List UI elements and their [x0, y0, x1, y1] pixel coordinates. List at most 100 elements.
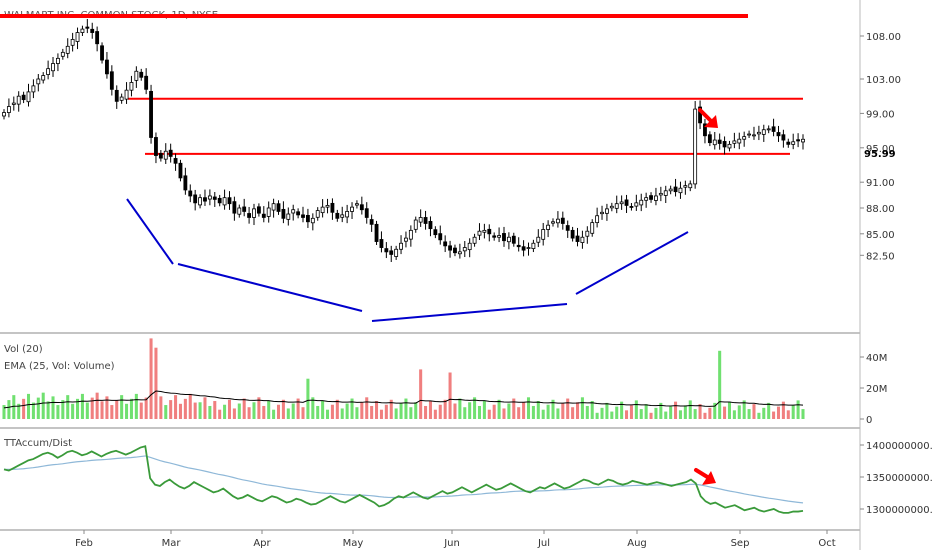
candle-body	[163, 150, 168, 160]
volume-bar	[492, 404, 496, 419]
volume-legend: Vol (20)	[4, 344, 43, 355]
candle-body	[560, 217, 565, 224]
volume-bar	[634, 400, 638, 419]
trend-line-descending-floor	[177, 263, 363, 312]
candle-body	[408, 229, 413, 240]
candle-body	[36, 78, 41, 85]
down-arrow-icon-lower	[694, 468, 711, 480]
candle-body	[335, 212, 340, 219]
volume-bar	[458, 398, 462, 419]
volume-bar	[796, 400, 800, 419]
time-axis-label: Jun	[443, 538, 460, 549]
candle-body	[51, 63, 55, 72]
candle-body	[41, 75, 46, 81]
volume-bar	[139, 402, 143, 419]
candle-body	[394, 248, 399, 257]
volume-bar	[174, 395, 178, 419]
volume-bar	[360, 402, 364, 419]
candle-body	[374, 223, 379, 242]
volume-bar	[678, 410, 682, 419]
volume-bar	[585, 405, 589, 419]
candle-body	[60, 51, 65, 57]
time-axis-label: Apr	[253, 538, 271, 549]
volume-bar	[125, 403, 129, 419]
volume-bar	[149, 338, 153, 419]
candle-body	[315, 210, 320, 218]
volume-bar	[389, 399, 393, 419]
volume-bar	[473, 397, 477, 419]
volume-bar	[727, 401, 731, 419]
price-axis-label: 108.00	[866, 32, 901, 43]
volume-bar	[541, 409, 545, 419]
candle-body	[384, 248, 389, 253]
volume-bar	[791, 405, 795, 419]
candle-body	[222, 197, 227, 206]
volume-bar	[767, 402, 771, 419]
candle-body	[31, 85, 36, 93]
volume-bar	[708, 407, 712, 419]
volume-bar	[100, 401, 104, 419]
volume-bar	[443, 399, 447, 419]
accdist-line	[3, 445, 804, 514]
volume-bar	[321, 401, 325, 419]
candle-body	[350, 206, 354, 212]
time-axis-label: Jul	[537, 538, 550, 549]
volume-bar	[566, 398, 570, 419]
volume-bar	[580, 397, 584, 419]
candle-body	[649, 195, 653, 200]
candle-body	[766, 128, 771, 131]
candle-body	[575, 235, 580, 242]
candle-body	[129, 82, 134, 91]
volume-bar	[370, 405, 374, 419]
volume-bar	[154, 347, 158, 419]
volume-bar	[625, 410, 629, 419]
volume-bar	[399, 403, 403, 419]
candle-body	[379, 239, 384, 248]
volume-bar	[2, 405, 6, 419]
candle-body	[688, 183, 693, 189]
candle-body	[443, 241, 448, 247]
volume-bar	[575, 402, 580, 419]
candle-body	[301, 214, 305, 218]
candle-body	[707, 134, 712, 144]
candle-body	[139, 71, 144, 78]
volume-axis-label: 40M	[866, 353, 887, 364]
trend-line-rising-floor	[371, 303, 568, 322]
price-axis-label: 91.00	[866, 178, 895, 189]
candle-body	[502, 233, 506, 242]
candle-body	[585, 230, 590, 237]
price-axis-label: 99.00	[866, 109, 895, 120]
price-axis-label: 85.00	[866, 230, 895, 241]
volume-bar	[291, 403, 295, 419]
volume-bar	[223, 404, 227, 419]
volume-bar	[17, 403, 21, 419]
volume-bar	[477, 405, 481, 419]
candle-body	[634, 202, 639, 207]
volume-bar	[129, 398, 133, 419]
candle-body	[109, 71, 114, 90]
volume-bar	[517, 407, 521, 419]
volume-bar	[536, 401, 540, 419]
time-axis: Feb Mar Apr May Jun Jul Aug Sep Oct	[75, 530, 836, 549]
candle-body	[168, 149, 173, 157]
candle-body	[158, 153, 163, 159]
volume-bar	[7, 400, 11, 419]
candle-body	[698, 106, 702, 124]
volume-bar	[463, 407, 467, 419]
candle-body	[173, 158, 178, 164]
volume-bar	[688, 400, 692, 419]
candle-body	[487, 228, 492, 235]
volume-bar	[419, 369, 423, 419]
candle-body	[776, 132, 781, 137]
candle-body	[46, 68, 51, 75]
candle-body	[178, 162, 183, 179]
time-axis-label: Feb	[75, 538, 93, 549]
candle-body	[477, 230, 482, 236]
volume-bar	[242, 398, 246, 419]
volume-bar	[272, 409, 276, 419]
volume-bar	[31, 402, 35, 419]
down-arrow-icon	[698, 108, 714, 124]
candle-body	[639, 199, 644, 206]
